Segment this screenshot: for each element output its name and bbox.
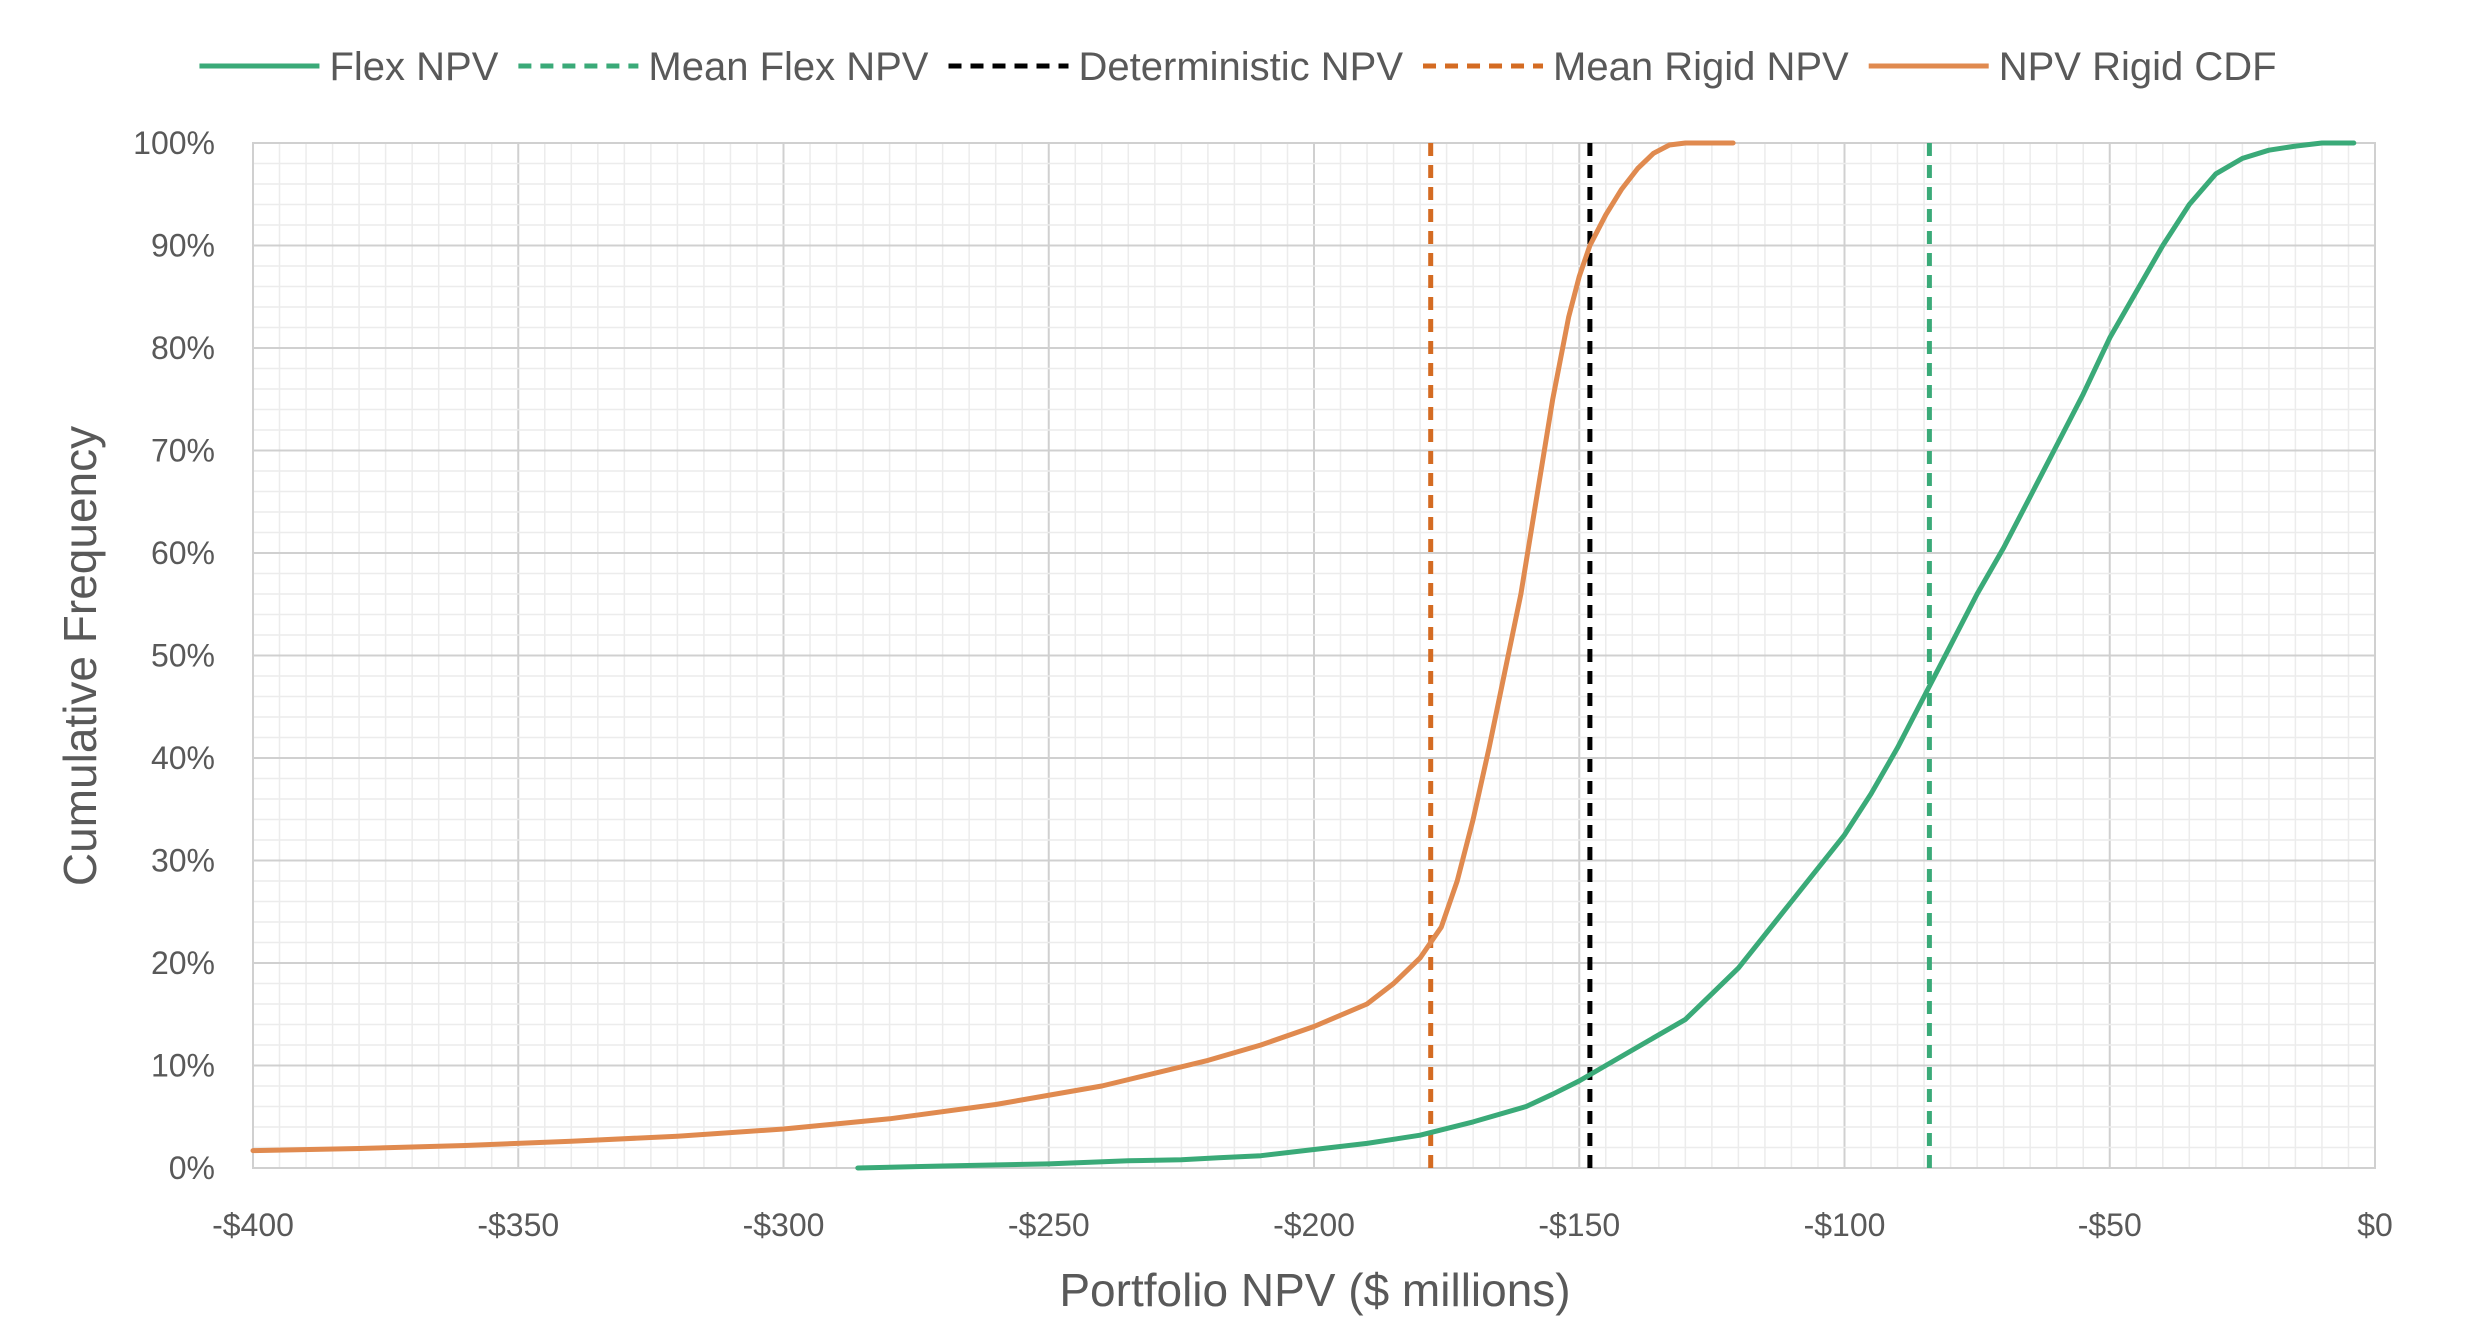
y-tick-label: 20% [151, 945, 215, 981]
legend: Flex NPV Mean Flex NPV Deterministic NPV Me… [199, 45, 2277, 89]
legend-label-deterministic-npv: Deterministic NPV [1079, 45, 1404, 89]
y-tick-labels: 0% 10% 20% 30% 40% 50% 60% 70% 80% 90% 100% [133, 125, 215, 1186]
x-tick-label: -$300 [743, 1207, 825, 1243]
legend-label-npv-rigid-cdf: NPV Rigid CDF [1999, 45, 2277, 89]
y-tick-label: 30% [151, 843, 215, 879]
series-lines [250, 140, 2357, 1171]
grid-lines [252, 142, 2376, 1169]
y-tick-label: 40% [151, 740, 215, 776]
y-tick-label: 0% [169, 1150, 215, 1186]
y-axis-title: Cumulative Frequency [54, 426, 106, 886]
legend-label-flex-npv: Flex NPV [329, 45, 498, 89]
x-tick-label: -$200 [1273, 1207, 1355, 1243]
y-tick-label: 60% [151, 535, 215, 571]
y-tick-label: 70% [151, 433, 215, 469]
plot-area-border [252, 142, 2376, 1169]
x-tick-label: -$400 [212, 1207, 294, 1243]
x-axis-title: Portfolio NPV ($ millions) [1059, 1264, 1570, 1316]
legend-label-mean-flex-npv: Mean Flex NPV [648, 45, 928, 89]
y-tick-label: 90% [151, 228, 215, 264]
series-line-flex-npv [855, 140, 2357, 1171]
series-line-npv-rigid-cdf [250, 140, 1736, 1154]
x-tick-label: $0 [2357, 1207, 2393, 1243]
y-tick-label: 10% [151, 1048, 215, 1084]
x-tick-labels: -$400 -$350 -$300 -$250 -$200 -$150 -$100 -$50 $… [212, 1207, 2393, 1243]
x-tick-label: -$350 [477, 1207, 559, 1243]
x-tick-label: -$50 [2078, 1207, 2142, 1243]
x-tick-label: -$250 [1008, 1207, 1090, 1243]
legend-label-mean-rigid-npv: Mean Rigid NPV [1553, 45, 1849, 89]
reference-lines [1428, 143, 1932, 1168]
x-tick-label: -$100 [1804, 1207, 1886, 1243]
x-tick-label: -$150 [1538, 1207, 1620, 1243]
y-tick-label: 100% [133, 125, 215, 161]
y-tick-label: 50% [151, 638, 215, 674]
y-tick-label: 80% [151, 330, 215, 366]
